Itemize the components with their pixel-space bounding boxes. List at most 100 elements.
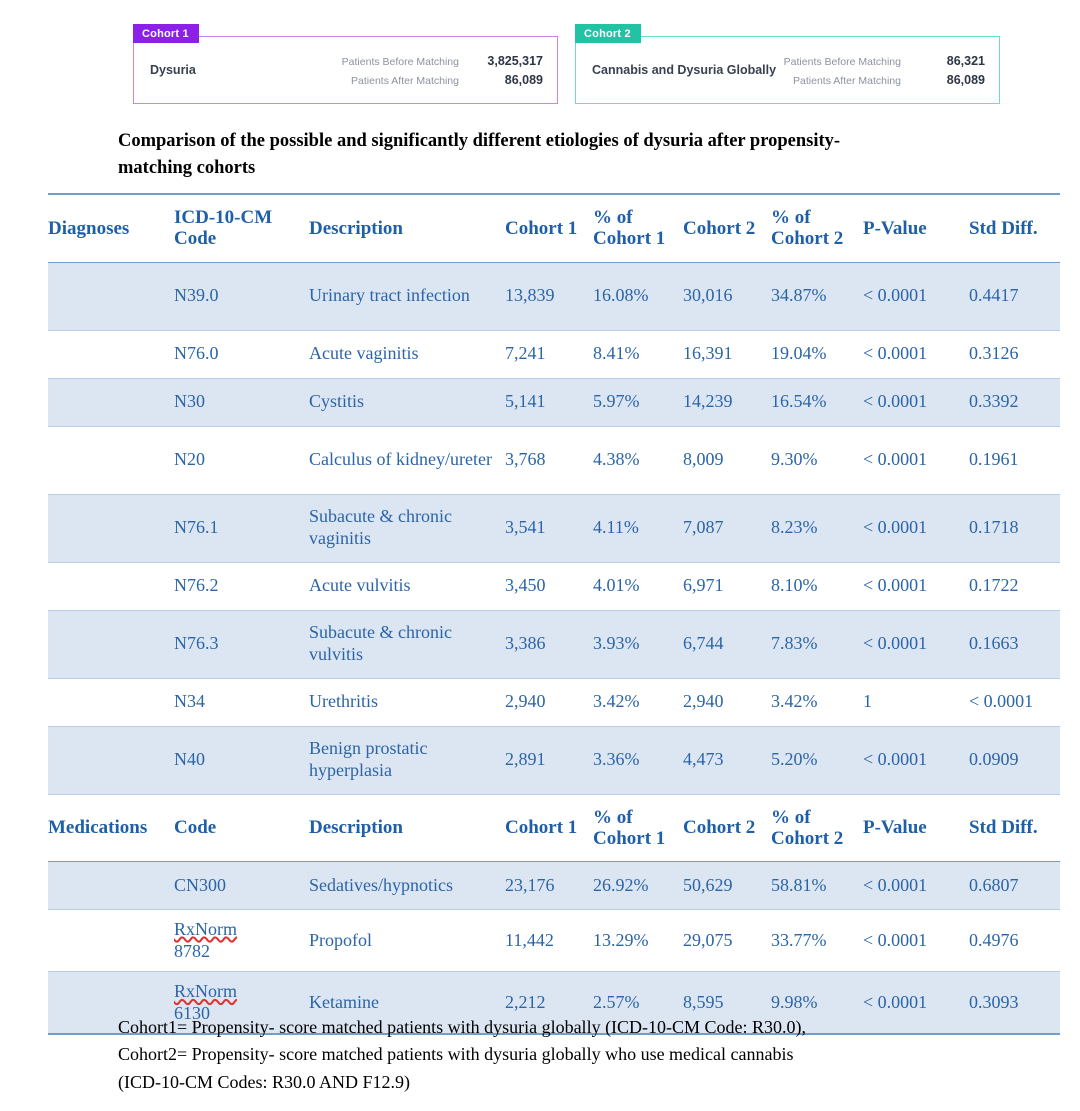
stat-row: Patients Before Matching 86,321 <box>784 54 985 68</box>
header-code: ICD-10-CM Code <box>174 192 309 263</box>
comparison-table: Diagnoses ICD-10-CM Code Description Cohort… <box>48 192 1060 1036</box>
row-description: Sedatives/hypnotics <box>309 861 505 911</box>
header-description: Description <box>309 793 505 863</box>
cohort-1-tab-label: Cohort 1 <box>142 27 189 40</box>
row-pct-cohort2: 5.20% <box>771 725 863 795</box>
row-cohort1: 11,442 <box>505 929 554 950</box>
row-cohort2: 6,744 <box>683 609 771 679</box>
stat-value: 86,089 <box>504 73 543 87</box>
row-pct-cohort2: 34.87% <box>771 261 863 331</box>
row-pct-cohort2: 8.10% <box>771 575 818 596</box>
row-pct-cohort1: 13.29% <box>593 929 649 950</box>
table-row: N39.0 Urinary tract infection 13,839 16.08%… <box>48 261 1060 331</box>
row-description: Calculus of kidney/ureter <box>309 449 492 470</box>
header-code: Code <box>174 793 309 863</box>
row-description: Urinary tract infection <box>309 261 505 331</box>
row-code: N76.2 <box>174 575 219 596</box>
row-cohort1: 2,891 <box>505 725 593 795</box>
row-pct-cohort1: 3.36% <box>593 725 683 795</box>
cohort-2-name: Cannabis and Dysuria Globally <box>592 63 777 77</box>
table-row: N76.0 Acute vaginitis 7,241 8.41% 16,391 19.0… <box>48 330 1060 378</box>
table-row: N20 Calculus of kidney/ureter 3,768 4.38% 8,… <box>48 426 1060 494</box>
header-pct-cohort2: % of Cohort 2 <box>771 793 863 863</box>
row-stddiff: 0.3093 <box>969 971 1060 1036</box>
row-pct-cohort2: 33.77% <box>771 929 827 950</box>
row-pct-cohort1: 5.97% <box>593 377 683 427</box>
row-pct-cohort2: 9.30% <box>771 449 818 470</box>
row-pct-cohort1: 4.38% <box>593 449 640 470</box>
row-cohort1: 23,176 <box>505 861 593 911</box>
row-pvalue: < 0.0001 <box>863 493 969 563</box>
row-code: RxNorm 8782 <box>174 919 237 961</box>
table-row: RxNorm 8782 Propofol 11,442 13.29% 29,075 33.7… <box>48 910 1060 972</box>
row-pct-cohort2: 19.04% <box>771 343 827 364</box>
row-stddiff: 0.1663 <box>969 609 1060 679</box>
table-row: N34 Urethritis 2,940 3.42% 2,940 3.42% 1 < 0.00… <box>48 678 1060 726</box>
row-cohort1: 5,141 <box>505 377 593 427</box>
stat-label: Patients After Matching <box>793 75 901 87</box>
row-code: N76.1 <box>174 493 309 563</box>
row-pct-cohort1: 8.41% <box>593 343 640 364</box>
row-pvalue: < 0.0001 <box>863 971 969 1036</box>
row-pvalue: < 0.0001 <box>863 261 969 331</box>
header-pct-cohort1: % of Cohort 1 <box>593 192 683 263</box>
row-description: Urethritis <box>309 691 378 712</box>
cohort-2-tab-label: Cohort 2 <box>584 27 631 40</box>
header-stddiff: Std Diff. <box>969 192 1060 263</box>
stat-row: Patients After Matching 86,089 <box>784 73 985 87</box>
row-description: Acute vulvitis <box>309 575 411 596</box>
row-category-spacer <box>48 971 174 1036</box>
header-category: Medications <box>48 793 174 863</box>
table-row: N76.3 Subacute & chronic vulvitis 3,386 3.9… <box>48 609 1060 679</box>
row-code: N76.0 <box>174 343 219 364</box>
cohort-1-stats: Patients Before Matching 3,825,317 Patie… <box>342 48 557 92</box>
stat-value: 86,089 <box>946 73 985 87</box>
table-header-row-diagnoses: Diagnoses ICD-10-CM Code Description Cohort… <box>48 192 1060 263</box>
row-pct-cohort1: 2.57% <box>593 971 683 1036</box>
row-stddiff: 0.1961 <box>969 449 1019 470</box>
cohort-1-body: Dysuria Patients Before Matching 3,825,3… <box>133 36 558 104</box>
header-cohort1: Cohort 1 <box>505 192 593 263</box>
row-cohort2: 14,239 <box>683 377 771 427</box>
row-cohort2: 2,940 <box>683 691 724 712</box>
row-pvalue: < 0.0001 <box>863 343 928 364</box>
row-pvalue: < 0.0001 <box>863 377 969 427</box>
row-pct-cohort1: 4.11% <box>593 493 683 563</box>
row-description: Ketamine <box>309 971 505 1036</box>
row-category-spacer <box>48 261 174 331</box>
table-row: N76.1 Subacute & chronic vaginitis 3,541 4.… <box>48 493 1060 563</box>
stat-label: Patients After Matching <box>351 75 459 87</box>
row-stddiff: 0.6807 <box>969 861 1060 911</box>
row-pvalue: < 0.0001 <box>863 575 928 596</box>
row-pct-cohort2: 8.23% <box>771 493 863 563</box>
row-pvalue: 1 <box>863 691 872 712</box>
table-caption: Comparison of the possible and significa… <box>118 131 841 178</box>
row-cohort2: 30,016 <box>683 261 771 331</box>
stat-row: Patients Before Matching 3,825,317 <box>342 54 543 68</box>
row-cohort2: 8,009 <box>683 449 724 470</box>
row-pvalue: < 0.0001 <box>863 449 928 470</box>
row-pvalue: < 0.0001 <box>863 725 969 795</box>
row-cohort1: 3,450 <box>505 575 546 596</box>
row-cohort2: 16,391 <box>683 343 733 364</box>
header-pvalue: P-Value <box>863 793 969 863</box>
row-description: Cystitis <box>309 377 505 427</box>
row-cohort1: 2,940 <box>505 691 546 712</box>
row-pct-cohort1: 3.93% <box>593 609 683 679</box>
row-stddiff: 0.1718 <box>969 493 1060 563</box>
row-stddiff: 0.4417 <box>969 261 1060 331</box>
cohort-2-stats: Patients Before Matching 86,321 Patients… <box>784 48 999 92</box>
row-pct-cohort1: 16.08% <box>593 261 683 331</box>
row-cohort2: 50,629 <box>683 861 771 911</box>
row-code: N34 <box>174 691 205 712</box>
stat-value: 3,825,317 <box>487 54 543 68</box>
row-category-spacer <box>48 609 174 679</box>
stat-row: Patients After Matching 86,089 <box>342 73 543 87</box>
row-pct-cohort2: 16.54% <box>771 377 863 427</box>
row-stddiff: 0.3392 <box>969 377 1060 427</box>
row-category-spacer <box>48 377 174 427</box>
table-footnote: Cohort1= Propensity- score matched patie… <box>118 1014 998 1096</box>
cohort-summary-row: Cohort 1 Dysuria Patients Before Matchin… <box>0 24 1080 114</box>
row-pvalue: < 0.0001 <box>863 929 928 950</box>
row-cohort1: 3,386 <box>505 609 593 679</box>
